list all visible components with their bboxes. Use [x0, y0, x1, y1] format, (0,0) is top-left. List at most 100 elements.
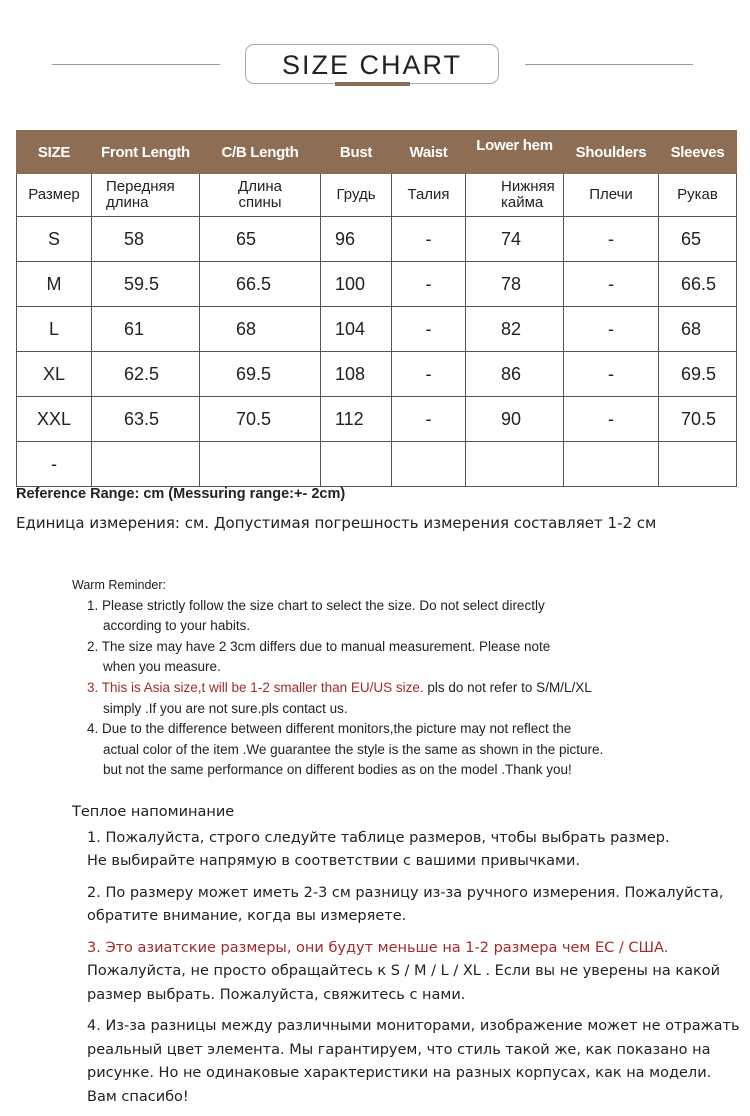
table-cell: 65 [199, 216, 321, 262]
table-cell: 86 [465, 351, 564, 397]
table-cell: - [391, 216, 466, 262]
header-text: длина [106, 194, 149, 211]
table-cell [320, 441, 392, 487]
line: when you measure. [103, 659, 221, 675]
header-text: Талия [407, 186, 450, 203]
warning-text: 3. This is Asia size,t will be 1-2 small… [87, 679, 424, 695]
header-cell-ru: Плечи [563, 173, 659, 217]
table-cell: 59.5 [91, 261, 200, 307]
reminder-item: 2. The size may have 2 3cm differs due t… [72, 637, 742, 678]
header-text: спины [238, 194, 282, 211]
header-cell-ru: Талия [391, 173, 466, 217]
line: 4. Из-за разницы между различными монито… [87, 1018, 740, 1034]
header-cell-ru: Грудь [320, 173, 392, 217]
table-cell: M [16, 261, 92, 307]
line: 2. По размеру может иметь 2-3 см разницу… [87, 884, 724, 901]
table-row: L 61 68 104-82-68 [16, 306, 737, 352]
reminder-ru-heading: Теплое напоминание [72, 804, 235, 820]
reference-range-ru: Единица измерения: см. Допустимая погреш… [16, 514, 657, 532]
table-cell: - [563, 306, 659, 352]
header-row-ru: Размер Передняя длина Длина спины Грудь Талия Н… [16, 173, 737, 217]
table-cell [658, 441, 737, 487]
warm-reminder-en: Warm Reminder: 1. Please strictly follow… [72, 575, 742, 781]
line: 1. Пожалуйста, строго следуйте таблице р… [87, 829, 670, 846]
size-table: SIZE Front Length C/B Length Bust Waist … [16, 130, 737, 487]
table-cell: 112 [320, 396, 392, 442]
table-cell [91, 441, 200, 487]
table-cell: - [391, 351, 466, 397]
header-text: Размер [28, 186, 80, 203]
header-cell-ru: Рукав [658, 173, 737, 217]
reference-range-en: Reference Range: cm (Messuring range:+- … [16, 486, 346, 502]
title-divider-left [52, 64, 220, 65]
table-row: XXL 63.5 70.5 112-90-70.5 [16, 396, 737, 442]
table-cell: S [16, 216, 92, 262]
line: Пожалуйста, не просто обращайтесь к S / … [87, 963, 721, 979]
reminder-item: 1. Пожалуйста, строго следуйте таблице р… [72, 827, 742, 874]
reminder-item: 3. Это азиатские размеры, они будут мень… [72, 937, 742, 1008]
warning-text: 3. Это азиатские размеры, они будут мень… [87, 939, 669, 956]
header-cell: Lower hem [465, 130, 564, 174]
line: рисунке. Но не одинаковые характеристики… [87, 1065, 712, 1081]
table-cell: 62.5 [91, 351, 200, 397]
line: simply .If you are not sure.pls contact … [103, 700, 348, 716]
line: 2. The size may have 2 3cm differs due t… [87, 638, 551, 654]
line: 1. Please strictly follow the size chart… [87, 597, 545, 613]
reminder-item: 2. По размеру может иметь 2-3 см разницу… [72, 882, 742, 929]
header-cell-ru: Передняя длина [91, 173, 200, 217]
table-cell: 58 [91, 216, 200, 262]
warm-reminder-heading: Warm Reminder: [72, 578, 166, 592]
table-cell: 69.5 [199, 351, 321, 397]
title-divider-right [525, 64, 693, 65]
table-row: XL 62.5 69.5 108-86-69.5 [16, 351, 737, 397]
table-cell: 66.5 [199, 261, 321, 307]
header-cell: Front Length [91, 130, 200, 174]
table-cell: 108 [320, 351, 392, 397]
table-cell: 104 [320, 306, 392, 352]
header-text: Рукав [677, 186, 718, 203]
header-text: Плечи [589, 186, 633, 203]
reminder-item: 4. Due to the difference between differe… [72, 719, 742, 781]
header-text: Передняя [106, 178, 175, 195]
reminder-item: 3. This is Asia size,t will be 1-2 small… [72, 678, 742, 719]
header-cell: Bust [320, 130, 392, 174]
table-cell: 82 [465, 306, 564, 352]
line: actual color of the item .We guarantee t… [103, 741, 604, 757]
table-cell [199, 441, 321, 487]
header-cell: SIZE [16, 130, 92, 174]
table-cell: 70.5 [199, 396, 321, 442]
header-text: Нижняя [501, 178, 555, 195]
header-text: кайма [501, 194, 544, 211]
header-cell-ru: Размер [16, 173, 92, 217]
table-cell: 68 [658, 306, 737, 352]
page-title: SIZE CHART [245, 44, 499, 84]
header-cell: C/B Length [199, 130, 321, 174]
title-underline [335, 82, 410, 86]
header-text: Грудь [336, 186, 376, 203]
table-cell: 69.5 [658, 351, 737, 397]
table-cell: 68 [199, 306, 321, 352]
header-cell-ru: Нижняя кайма [465, 173, 564, 217]
table-cell: - [391, 396, 466, 442]
table-cell [563, 441, 659, 487]
table-cell: - [391, 306, 466, 352]
table-cell: XXL [16, 396, 92, 442]
table-cell: 66.5 [658, 261, 737, 307]
line: Вам спасибо! [87, 1088, 189, 1105]
line: according to your habits. [103, 618, 251, 634]
table-cell: - [563, 351, 659, 397]
table-cell [391, 441, 466, 487]
table-cell: - [16, 441, 92, 487]
line: размер выбрать. Пожалуйста, свяжитесь с … [87, 986, 466, 1003]
header-cell: Shoulders [563, 130, 659, 174]
table-cell: - [391, 261, 466, 307]
table-row: S 58 65 96-74-65 [16, 216, 737, 262]
table-cell: 96 [320, 216, 392, 262]
line: обратите внимание, когда вы измеряете. [87, 908, 407, 924]
table-cell: - [563, 261, 659, 307]
table-cell: 61 [91, 306, 200, 352]
header-cell: Waist [391, 130, 466, 174]
line: 4. Due to the difference between differe… [87, 721, 572, 737]
table-row: - [16, 441, 737, 487]
header-row-en: SIZE Front Length C/B Length Bust Waist … [16, 130, 737, 174]
